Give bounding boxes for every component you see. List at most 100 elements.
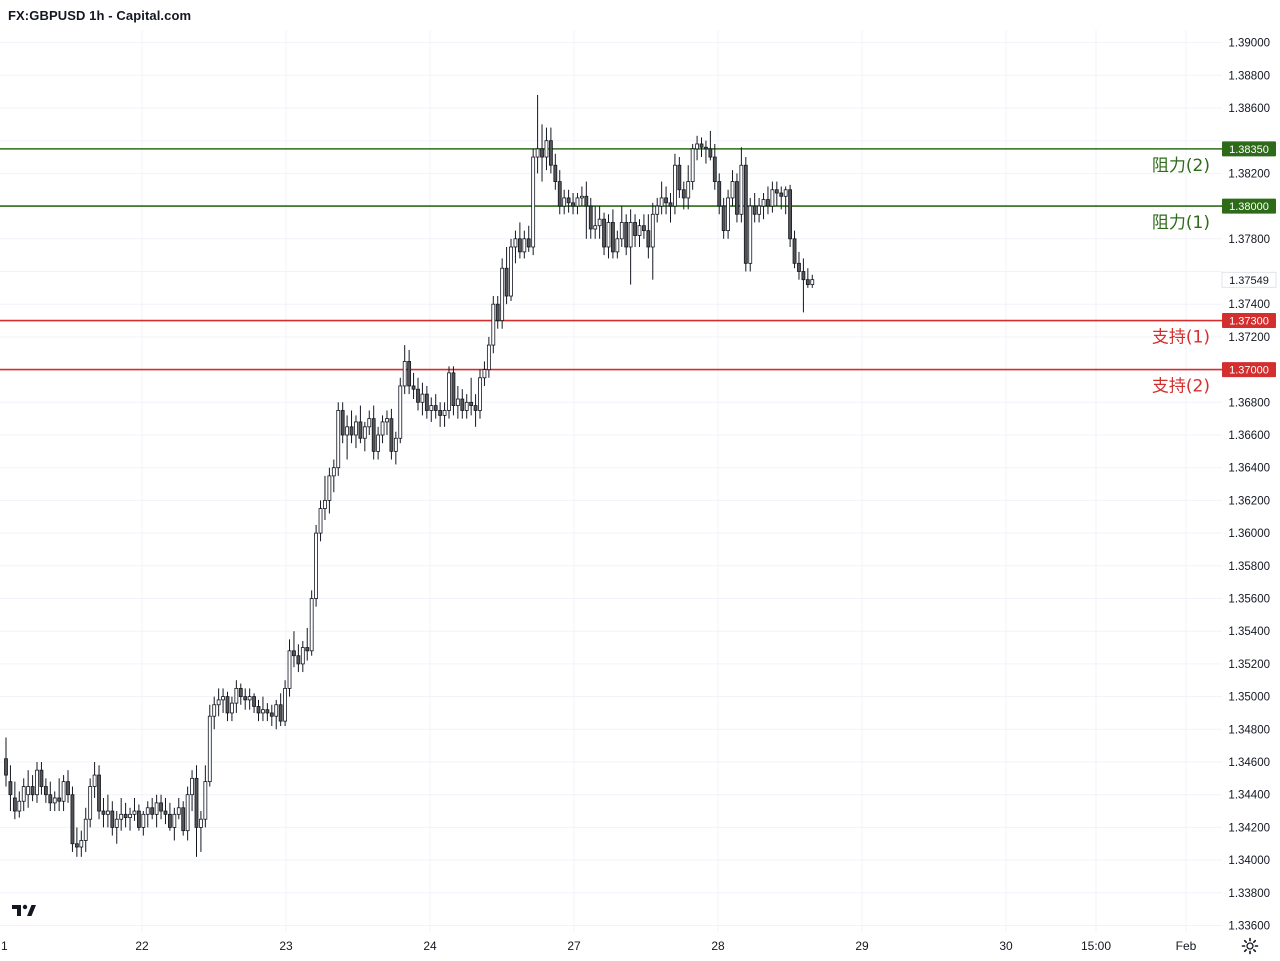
candle-down: [624, 222, 629, 248]
candle-up: [114, 818, 119, 828]
candle-up: [207, 715, 212, 783]
candle-up: [176, 807, 181, 815]
candle-up: [154, 802, 159, 815]
support-name-label: 支持(2): [1152, 377, 1210, 397]
candle-down: [48, 794, 53, 804]
candle-up: [810, 279, 815, 285]
candle-up: [482, 369, 487, 379]
resistance-name-label: 阻力(1): [1152, 213, 1210, 233]
candle-up: [185, 794, 190, 832]
candle-down: [407, 361, 412, 387]
current-price-tag: [1221, 271, 1277, 288]
candle-up: [345, 426, 350, 436]
candle-up: [274, 704, 279, 717]
candle-up: [145, 807, 150, 815]
candle-up: [105, 810, 110, 815]
gear-icon[interactable]: [1240, 936, 1260, 956]
candle-down: [305, 647, 310, 652]
candle-up: [757, 205, 761, 215]
candle-up: [362, 426, 367, 439]
candle-down: [12, 797, 17, 812]
candle-up: [531, 156, 536, 248]
level-price-label: 1.37300: [1229, 316, 1269, 328]
candle-down: [788, 189, 793, 240]
candle-down: [526, 238, 531, 248]
candle-down: [349, 426, 354, 436]
candle-up: [221, 696, 225, 701]
candle-down: [774, 189, 779, 194]
time-axis[interactable]: 1 22 23 24 27 28 29 30 15:00 Feb: [1, 939, 1197, 953]
candle-down: [252, 696, 256, 707]
candle-up: [300, 647, 305, 665]
level-price-label: 1.38350: [1229, 144, 1269, 156]
price-tick-label: 1.34800: [1228, 724, 1270, 736]
candle-down: [557, 181, 562, 207]
price-axis[interactable]: 1.33600 1.33800 1.34000 1.34200 1.34400 1.346…: [1228, 38, 1270, 933]
candle-down: [699, 143, 704, 148]
candle-down: [70, 794, 75, 845]
candle-down: [735, 181, 739, 215]
price-tick-label: 1.34000: [1228, 855, 1270, 867]
candle-up: [748, 205, 753, 264]
candle-up: [380, 421, 385, 436]
candle-down: [74, 843, 79, 848]
candle-down: [238, 688, 243, 697]
candle-up: [726, 197, 730, 232]
candle-up: [619, 222, 624, 240]
candle-up: [420, 393, 425, 403]
candle-down: [225, 696, 230, 714]
time-tick-label: 30: [999, 939, 1013, 953]
candle-up: [385, 418, 389, 423]
candle-up: [455, 398, 460, 406]
candle-down: [766, 199, 770, 207]
time-tick-label: 29: [855, 939, 869, 953]
candle-down: [712, 156, 717, 182]
candle-up: [695, 143, 699, 150]
candle-up: [287, 650, 292, 689]
candle-down: [168, 813, 172, 828]
candle-up: [761, 199, 766, 207]
candle-down: [797, 262, 801, 272]
candle-down: [181, 807, 186, 832]
level-lines: [0, 148, 1222, 371]
candle-down: [668, 202, 673, 207]
candle-down: [801, 271, 806, 281]
candle-up: [35, 769, 39, 796]
candle-up: [393, 437, 398, 452]
candle-down: [278, 704, 283, 722]
candle-up: [593, 225, 598, 230]
candle-up: [491, 303, 496, 346]
candle-down: [101, 810, 106, 815]
candle-up: [478, 377, 482, 411]
candle-up: [673, 164, 677, 207]
candle-down: [150, 807, 155, 815]
candle-up: [21, 786, 26, 802]
candle-down: [159, 802, 163, 812]
candle-up: [486, 344, 491, 371]
candle-down: [358, 421, 363, 439]
candle-up: [190, 777, 194, 796]
candle-down: [588, 205, 593, 230]
candle-down: [424, 393, 429, 411]
candle-down: [340, 410, 345, 436]
candle-down: [584, 195, 589, 207]
candle-up: [61, 781, 66, 802]
candle-down: [704, 146, 708, 150]
candle-up: [336, 410, 341, 469]
support-name-label: 支持(1): [1152, 328, 1210, 348]
candle-down: [805, 279, 810, 285]
candle-down: [66, 781, 70, 796]
price-tick-label: 1.34200: [1228, 822, 1270, 834]
candle-up: [739, 164, 744, 215]
price-tick-label: 1.37800: [1228, 234, 1270, 246]
candle-up: [26, 786, 31, 796]
candle-up: [247, 696, 252, 701]
candle-down: [611, 222, 615, 253]
candle-down: [389, 418, 394, 452]
tradingview-logo-icon[interactable]: [6, 896, 40, 924]
candle-up: [17, 800, 22, 812]
candle-down: [416, 388, 420, 403]
candle-up: [398, 385, 403, 439]
candle-down: [681, 189, 686, 199]
